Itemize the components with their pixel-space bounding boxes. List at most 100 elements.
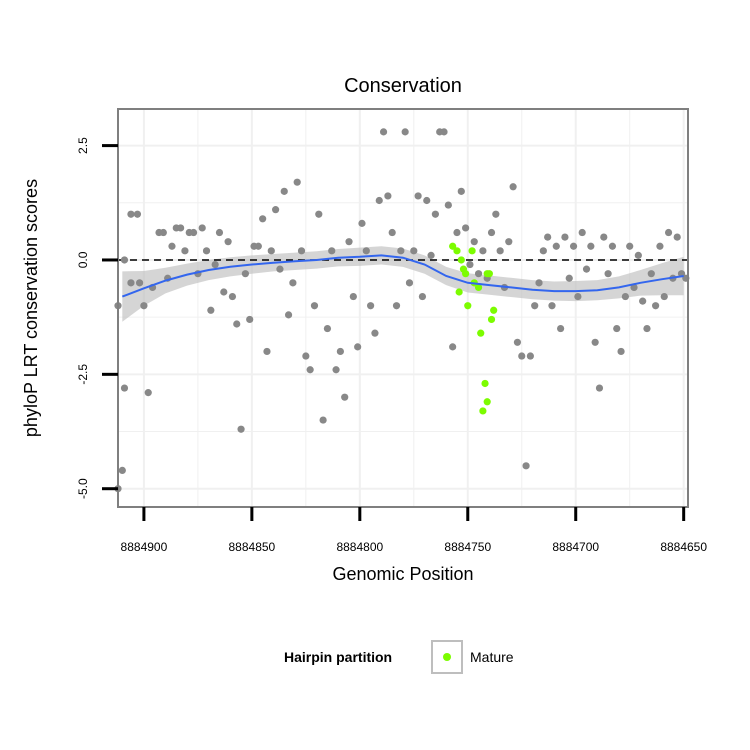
other-point — [418, 292, 427, 301]
mature-point — [483, 398, 491, 406]
other-point — [220, 288, 228, 296]
x-tick-label: 8884750 — [444, 540, 491, 554]
other-point — [600, 233, 608, 241]
other-point — [280, 187, 288, 195]
other-point — [127, 210, 135, 218]
other-point — [349, 292, 357, 301]
x-tick-label: 8884900 — [121, 540, 168, 554]
other-point — [181, 247, 189, 255]
other-point — [557, 324, 565, 333]
other-point — [237, 425, 245, 433]
other-point — [306, 366, 314, 374]
other-point — [582, 265, 591, 273]
other-point — [453, 228, 461, 237]
mature-point — [455, 288, 463, 296]
y-axis-title: phyloP LRT conservation scores — [21, 179, 41, 437]
mature-point — [481, 379, 489, 388]
mature-point — [477, 329, 485, 337]
other-point — [487, 228, 496, 237]
other-point — [246, 315, 254, 324]
other-point — [474, 270, 483, 278]
other-point — [513, 338, 522, 346]
other-point — [444, 201, 452, 209]
y-tick-label: 0.0 — [76, 251, 90, 268]
other-point — [120, 384, 129, 392]
y-tick-label: -2.5 — [76, 364, 90, 385]
other-point — [561, 233, 569, 241]
x-tick-label: 8884700 — [552, 540, 599, 554]
other-point — [332, 366, 340, 374]
smooth-line — [121, 254, 684, 298]
other-point — [202, 247, 211, 255]
other-point — [466, 260, 474, 269]
other-point — [289, 279, 297, 287]
other-point — [660, 292, 668, 301]
other-point — [526, 352, 534, 360]
other-point — [263, 347, 271, 356]
panel-background — [118, 109, 688, 507]
other-point — [548, 302, 556, 310]
other-point — [118, 466, 126, 475]
other-point — [440, 128, 448, 136]
other-point — [457, 187, 465, 195]
other-point — [535, 279, 543, 287]
legend: Hairpin partition Mature — [284, 640, 514, 674]
other-point — [591, 338, 599, 346]
loess-smooth-line — [121, 254, 684, 298]
other-point — [479, 247, 487, 255]
other-point — [224, 238, 232, 246]
confidence-band — [122, 246, 684, 322]
other-point — [423, 196, 431, 205]
other-point — [177, 224, 185, 232]
other-point — [371, 329, 379, 337]
other-point — [144, 389, 152, 397]
other-point — [168, 242, 176, 250]
other-point — [198, 224, 206, 232]
other-point — [470, 238, 478, 246]
other-point — [608, 242, 617, 250]
other-point — [518, 352, 526, 360]
other-point — [652, 302, 660, 310]
chart-title: Conservation — [344, 75, 462, 97]
other-point — [135, 279, 144, 287]
other-point — [643, 324, 651, 333]
other-point — [211, 260, 219, 269]
x-tick-label: 8884850 — [229, 540, 276, 554]
other-point — [647, 270, 655, 278]
other-point — [159, 228, 167, 237]
other-point — [272, 206, 280, 214]
other-point — [315, 210, 323, 218]
other-point — [449, 343, 457, 351]
other-point — [496, 247, 504, 255]
legend-symbol-mature — [443, 653, 451, 661]
other-point — [462, 224, 470, 232]
other-point — [189, 228, 198, 237]
other-point — [401, 128, 409, 136]
other-point — [613, 324, 621, 333]
other-point — [302, 352, 310, 360]
mature-point — [453, 247, 461, 255]
other-point — [531, 302, 539, 310]
other-point — [574, 292, 582, 301]
other-point — [492, 210, 500, 218]
other-point — [120, 256, 129, 264]
other-point — [522, 462, 530, 470]
other-point — [267, 247, 275, 255]
mature-point — [487, 315, 496, 324]
other-point — [358, 219, 366, 227]
mature-point — [449, 242, 457, 250]
other-point — [133, 210, 142, 218]
other-point — [431, 210, 439, 218]
x-axis: 8884900 8884850 8884800 8884750 8884700 88846… — [121, 507, 707, 554]
other-point — [336, 347, 344, 356]
scatter-points — [114, 128, 690, 493]
other-point — [127, 279, 135, 287]
other-point — [397, 247, 405, 255]
other-point — [215, 228, 224, 237]
mature-point — [479, 407, 487, 415]
other-point — [414, 192, 422, 200]
mature-point — [457, 256, 465, 264]
other-point — [241, 270, 249, 278]
other-point — [656, 242, 664, 250]
